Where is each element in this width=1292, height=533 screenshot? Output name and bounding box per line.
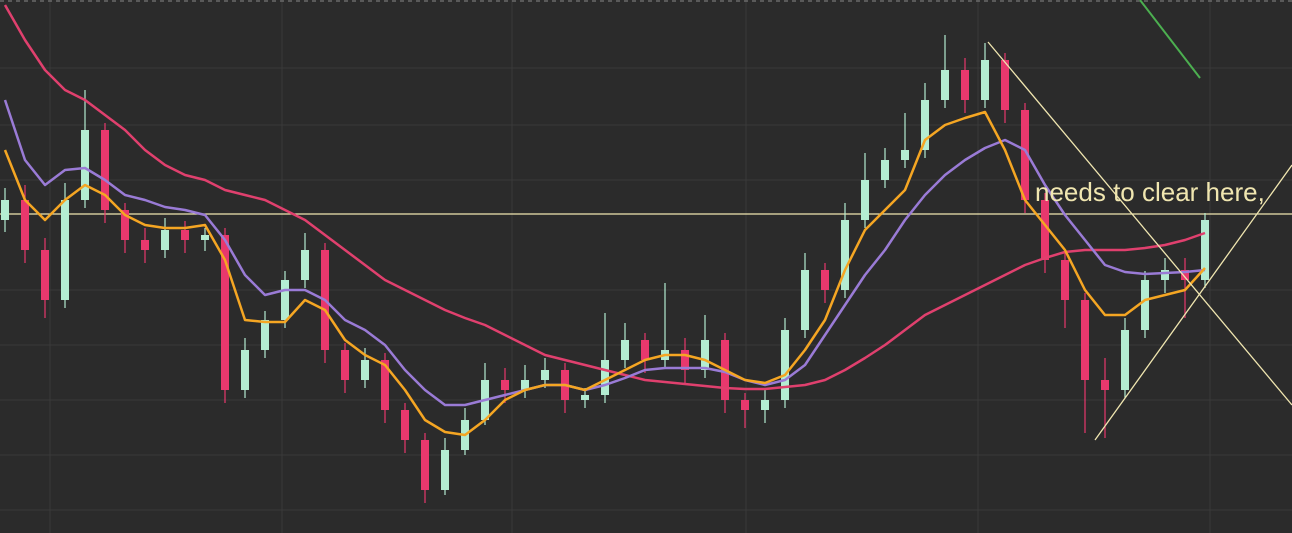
- drawings: [987, 0, 1292, 441]
- candle-body: [1141, 280, 1149, 330]
- candle-body: [921, 100, 929, 150]
- drawn-line: [1139, 0, 1201, 79]
- candle-body: [241, 350, 249, 390]
- candle-body: [1201, 220, 1209, 280]
- candle-body: [1021, 110, 1029, 200]
- candle-body: [881, 160, 889, 180]
- trend-line: [1094, 164, 1292, 441]
- candle-body: [121, 210, 129, 240]
- candle-body: [441, 450, 449, 490]
- candle-body: [601, 360, 609, 395]
- candle-body: [201, 235, 209, 240]
- candle-body: [781, 330, 789, 400]
- candle-body: [381, 360, 389, 410]
- candle-body: [81, 130, 89, 200]
- candle-body: [141, 240, 149, 250]
- candle-body: [161, 230, 169, 250]
- candle-body: [1041, 200, 1049, 260]
- candle-body: [301, 250, 309, 280]
- moving-average-line: [3, 4, 1206, 391]
- candle-body: [801, 270, 809, 330]
- candle-body: [1061, 260, 1069, 300]
- candle-body: [21, 200, 29, 250]
- candle-body: [1001, 60, 1009, 110]
- candle-body: [401, 410, 409, 440]
- candle-body: [1101, 380, 1109, 390]
- candle-body: [621, 340, 629, 360]
- candle-body: [961, 70, 969, 100]
- candle-body: [681, 350, 689, 370]
- candle-body: [261, 320, 269, 350]
- candle-body: [1121, 330, 1129, 390]
- candle-body: [841, 220, 849, 290]
- candle-body: [941, 70, 949, 100]
- moving-average-line: [3, 99, 1206, 407]
- candle-body: [41, 250, 49, 300]
- candle-body: [1161, 270, 1169, 280]
- candle-body: [181, 230, 189, 240]
- candle-body: [221, 235, 229, 390]
- candle-body: [861, 180, 869, 220]
- candle-body: [61, 200, 69, 300]
- candle-body: [281, 280, 289, 320]
- candle-body: [581, 395, 589, 400]
- candle-body: [741, 400, 749, 410]
- moving-average-line: [3, 110, 1206, 437]
- candle-body: [1081, 300, 1089, 380]
- candle-body: [421, 440, 429, 490]
- candle-body: [761, 400, 769, 410]
- candle-body: [641, 340, 649, 360]
- candle-body: [341, 350, 349, 380]
- candle-body: [361, 360, 369, 380]
- candle-body: [541, 370, 549, 380]
- annotation: needs to clear here,: [1035, 177, 1265, 207]
- trend-line: [987, 41, 1292, 406]
- candle-body: [101, 130, 109, 210]
- candle-body: [1, 200, 9, 220]
- candle-body: [981, 60, 989, 100]
- candle-body: [1181, 270, 1189, 280]
- candle-body: [501, 380, 509, 390]
- candle-body: [901, 150, 909, 160]
- candle-body: [701, 340, 709, 370]
- candle-body: [521, 380, 529, 390]
- plot: [0, 4, 1292, 503]
- candle-body: [821, 270, 829, 290]
